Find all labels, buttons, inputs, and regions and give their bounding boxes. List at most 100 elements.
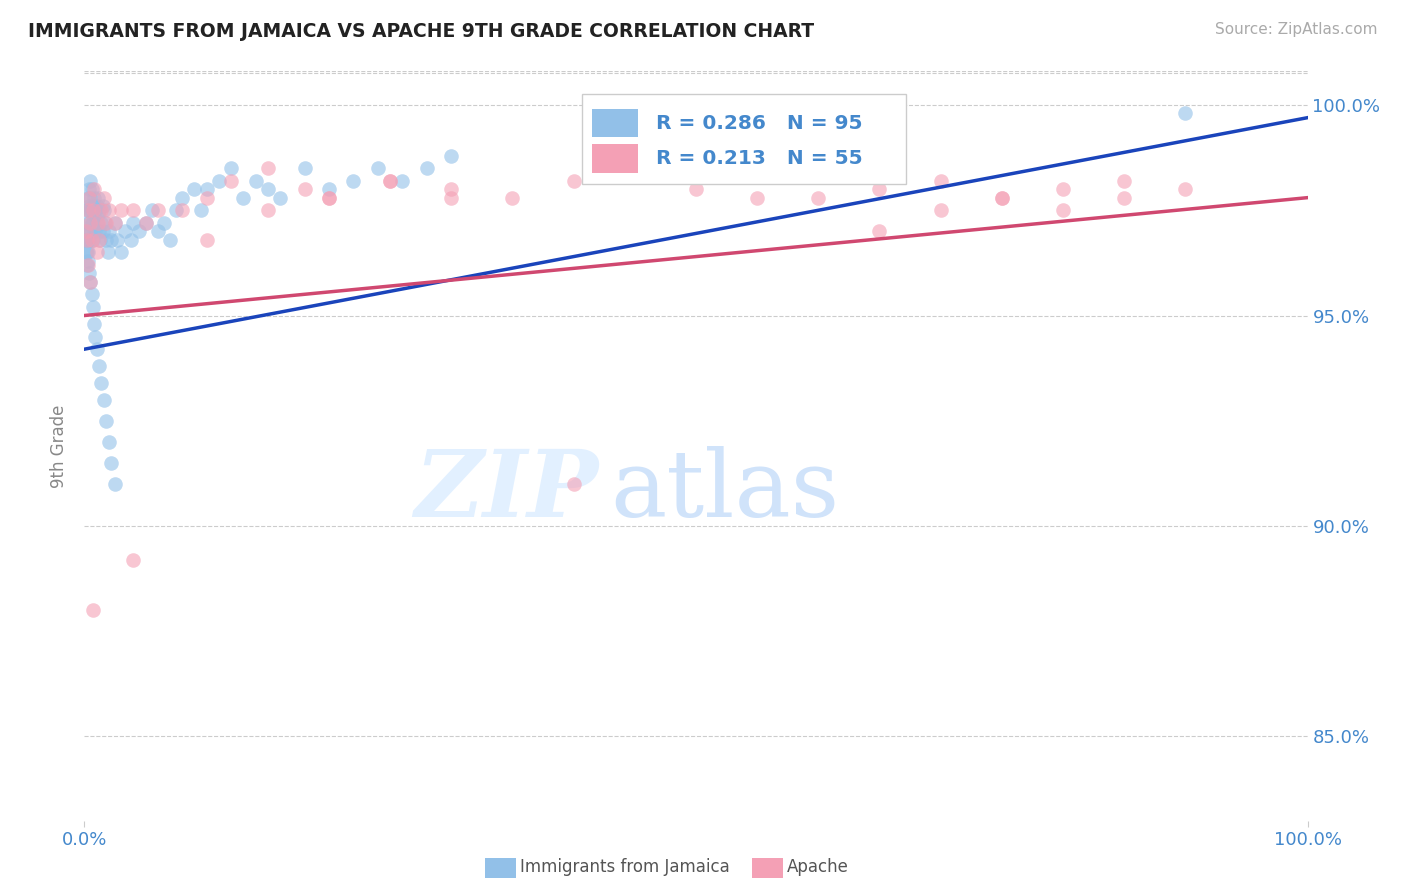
Point: [76, 203, 98, 218]
Point: [1174, 182, 1197, 196]
Text: Source: ZipAtlas.com: Source: ZipAtlas.com: [1215, 22, 1378, 37]
Point: [257, 203, 280, 218]
FancyBboxPatch shape: [592, 144, 638, 172]
Point: [83, 182, 105, 196]
Point: [80, 216, 103, 230]
Point: [77, 253, 100, 268]
Point: [342, 174, 364, 188]
Point: [86, 245, 108, 260]
Point: [104, 216, 127, 230]
Point: [93, 203, 115, 218]
Point: [245, 174, 267, 188]
Point: [80, 233, 103, 247]
Point: [83, 317, 105, 331]
Point: [84, 224, 107, 238]
Point: [318, 182, 340, 196]
Point: [77, 267, 100, 281]
Point: [219, 174, 242, 188]
Point: [219, 161, 242, 176]
Point: [135, 216, 157, 230]
Point: [153, 216, 176, 230]
Point: [76, 258, 98, 272]
Point: [869, 182, 891, 196]
Point: [83, 207, 105, 221]
FancyBboxPatch shape: [592, 109, 638, 137]
Point: [79, 203, 101, 218]
Point: [135, 216, 157, 230]
Text: atlas: atlas: [610, 446, 839, 536]
Point: [76, 233, 98, 247]
Point: [110, 245, 132, 260]
Point: [82, 203, 104, 218]
Point: [232, 191, 254, 205]
Point: [80, 287, 103, 301]
Point: [90, 376, 112, 390]
Point: [77, 182, 100, 196]
Point: [76, 245, 98, 260]
Point: [82, 199, 104, 213]
Point: [146, 224, 169, 238]
Point: [807, 191, 830, 205]
Point: [97, 224, 120, 238]
Point: [87, 224, 110, 238]
Point: [97, 434, 120, 449]
Point: [318, 191, 340, 205]
Point: [79, 224, 101, 238]
Point: [1114, 191, 1136, 205]
Point: [105, 233, 128, 247]
Point: [929, 203, 952, 218]
Point: [91, 224, 114, 238]
Point: [146, 203, 169, 218]
Point: [84, 203, 107, 218]
Point: [141, 203, 163, 218]
Point: [96, 216, 118, 230]
Point: [120, 233, 142, 247]
Point: [502, 191, 524, 205]
Point: [86, 216, 108, 230]
Point: [83, 191, 105, 205]
Point: [79, 216, 101, 230]
Point: [929, 174, 952, 188]
Point: [122, 552, 145, 566]
Point: [991, 191, 1014, 205]
Point: [79, 191, 101, 205]
Point: [87, 216, 110, 230]
FancyBboxPatch shape: [582, 94, 907, 184]
Point: [77, 233, 100, 247]
Point: [86, 342, 108, 356]
Text: ZIP: ZIP: [413, 446, 598, 536]
Point: [318, 191, 340, 205]
Point: [75, 224, 97, 238]
Point: [110, 203, 132, 218]
Point: [195, 233, 218, 247]
Point: [747, 191, 769, 205]
Point: [380, 174, 402, 188]
Point: [195, 182, 218, 196]
Point: [76, 216, 98, 230]
Point: [991, 191, 1014, 205]
Point: [87, 359, 110, 373]
Point: [1052, 203, 1074, 218]
Point: [91, 199, 114, 213]
Point: [93, 392, 115, 407]
Point: [1114, 174, 1136, 188]
Point: [77, 245, 100, 260]
Point: [257, 182, 280, 196]
Point: [90, 203, 112, 218]
Point: [294, 182, 316, 196]
Text: Immigrants from Jamaica: Immigrants from Jamaica: [520, 858, 730, 876]
Text: R = 0.286   N = 95: R = 0.286 N = 95: [655, 113, 862, 133]
Point: [90, 216, 112, 230]
Point: [82, 603, 104, 617]
Point: [440, 191, 463, 205]
Point: [77, 203, 100, 218]
Point: [97, 245, 120, 260]
Point: [685, 182, 707, 196]
Point: [77, 191, 100, 205]
Point: [77, 233, 100, 247]
Point: [165, 203, 187, 218]
Point: [82, 300, 104, 314]
Point: [77, 224, 100, 238]
Point: [391, 174, 413, 188]
Point: [128, 224, 150, 238]
